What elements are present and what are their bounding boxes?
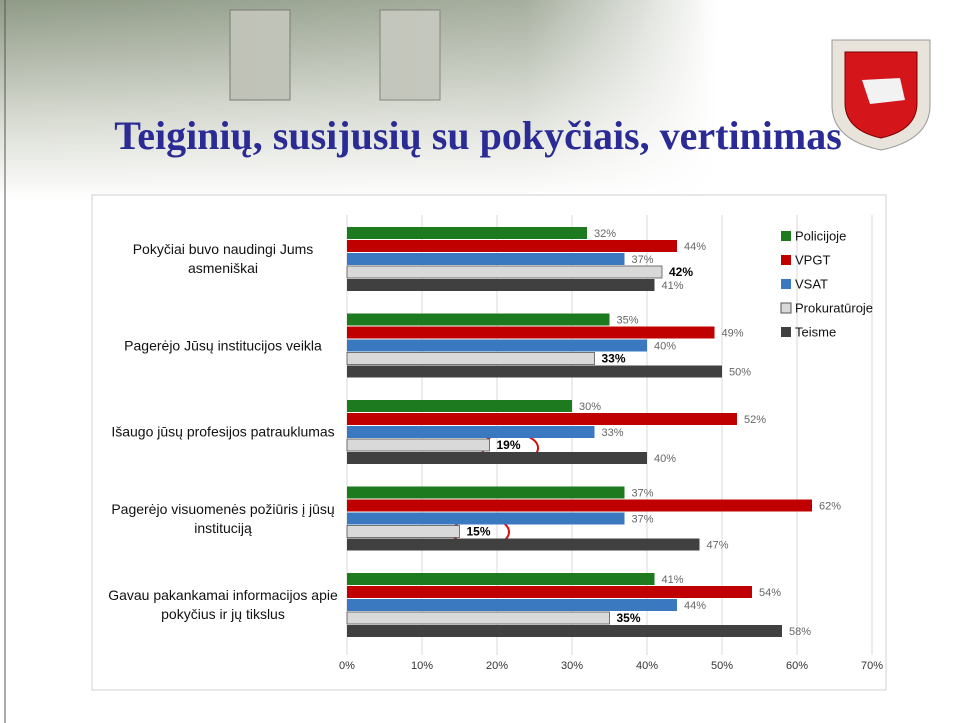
x-tick-label: 20% bbox=[486, 660, 508, 672]
x-tick-label: 40% bbox=[636, 660, 658, 672]
data-label: 37% bbox=[632, 487, 654, 499]
bar bbox=[347, 526, 460, 538]
bar bbox=[347, 314, 610, 326]
category-label: Gavau pakankamai informacijos apie pokyč… bbox=[108, 586, 338, 624]
bar bbox=[347, 366, 722, 378]
category-label: Pagerėjo Jūsų institucijos veikla bbox=[108, 336, 338, 355]
bar bbox=[347, 500, 812, 512]
bar bbox=[347, 539, 700, 551]
data-label: 37% bbox=[632, 513, 654, 525]
x-tick-label: 70% bbox=[861, 660, 883, 672]
x-tick-label: 30% bbox=[561, 660, 583, 672]
data-label: 49% bbox=[722, 327, 744, 339]
bar bbox=[347, 266, 662, 278]
legend-swatch bbox=[781, 231, 791, 241]
bar bbox=[347, 400, 572, 412]
background-fade bbox=[0, 0, 956, 200]
slide-title: Teiginių, susijusių su pokyčiais, vertin… bbox=[0, 112, 956, 159]
data-label: 30% bbox=[579, 401, 601, 413]
data-label: 33% bbox=[602, 427, 624, 439]
bar bbox=[347, 340, 647, 352]
bar bbox=[347, 452, 647, 464]
data-label: 44% bbox=[684, 600, 706, 612]
data-label: 62% bbox=[819, 500, 841, 512]
bar bbox=[347, 513, 625, 525]
bar bbox=[347, 253, 625, 265]
data-label: 37% bbox=[632, 254, 654, 266]
data-label: 33% bbox=[602, 352, 626, 366]
data-label: 52% bbox=[744, 414, 766, 426]
bar bbox=[347, 353, 595, 365]
bar bbox=[347, 612, 610, 624]
bar bbox=[347, 573, 655, 585]
data-label: 19% bbox=[497, 438, 521, 452]
data-label: 41% bbox=[662, 574, 684, 586]
data-label: 35% bbox=[617, 611, 641, 625]
slide: 0%10%20%30%40%50%60%70%32%44%37%42%41%35… bbox=[0, 0, 956, 723]
data-label: 40% bbox=[654, 340, 676, 352]
legend-label: Teisme bbox=[795, 324, 836, 339]
data-label: 41% bbox=[662, 280, 684, 292]
bar bbox=[347, 439, 490, 451]
data-label: 47% bbox=[707, 539, 729, 551]
legend-swatch bbox=[781, 279, 791, 289]
bar bbox=[347, 227, 587, 239]
bar bbox=[347, 413, 737, 425]
data-label: 32% bbox=[594, 228, 616, 240]
legend-label: Prokuratūroje bbox=[795, 300, 873, 315]
bar bbox=[347, 279, 655, 291]
x-tick-label: 0% bbox=[339, 660, 355, 672]
data-label: 54% bbox=[759, 587, 781, 599]
legend-swatch bbox=[781, 255, 791, 265]
data-label: 15% bbox=[467, 525, 491, 539]
bar bbox=[347, 327, 715, 339]
bar bbox=[347, 625, 782, 637]
x-tick-label: 60% bbox=[786, 660, 808, 672]
bar bbox=[347, 487, 625, 499]
data-label: 40% bbox=[654, 453, 676, 465]
bar bbox=[347, 599, 677, 611]
legend-swatch bbox=[781, 303, 791, 313]
x-tick-label: 50% bbox=[711, 660, 733, 672]
legend-label: VPGT bbox=[795, 252, 830, 267]
bar bbox=[347, 586, 752, 598]
x-tick-label: 10% bbox=[411, 660, 433, 672]
bar bbox=[347, 426, 595, 438]
category-label: Pagerėjo visuomenės požiūris į jūsų inst… bbox=[108, 500, 338, 538]
data-label: 42% bbox=[669, 265, 693, 279]
data-label: 44% bbox=[684, 241, 706, 253]
legend-label: VSAT bbox=[795, 276, 828, 291]
legend-label: Policijoje bbox=[795, 228, 846, 243]
data-label: 35% bbox=[617, 314, 639, 326]
data-label: 50% bbox=[729, 366, 751, 378]
legend-swatch bbox=[781, 327, 791, 337]
category-label: Išaugo jūsų profesijos patrauklumas bbox=[108, 423, 338, 442]
category-label: Pokyčiai buvo naudingi Jums asmeniškai bbox=[108, 240, 338, 278]
bar bbox=[347, 240, 677, 252]
data-label: 58% bbox=[789, 626, 811, 638]
